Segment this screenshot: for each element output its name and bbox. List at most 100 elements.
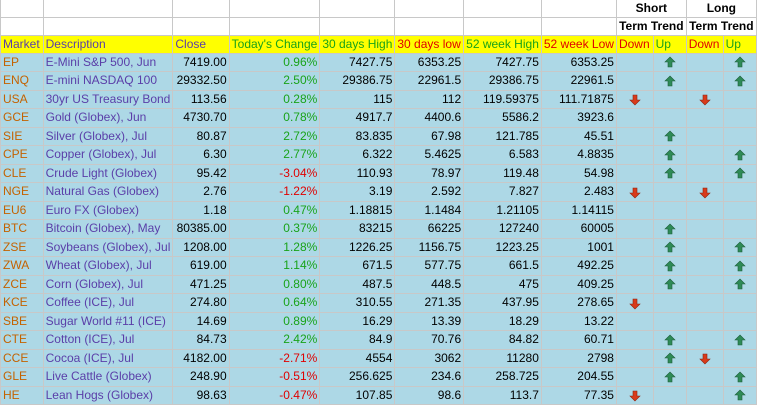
- 30-days-low-cell[interactable]: 98.6: [394, 385, 465, 405]
- 52-week-low-cell[interactable]: 278.65: [540, 293, 617, 313]
- short-term-up-cell[interactable]: [652, 71, 687, 91]
- 30-days-low-cell[interactable]: 22961.5: [394, 71, 465, 91]
- empty-cell[interactable]: [540, 0, 617, 18]
- 52-week-high-cell[interactable]: 11280: [463, 348, 542, 368]
- short-term-down-cell[interactable]: [615, 274, 654, 294]
- description-cell[interactable]: Bitcoin (Globex), May: [42, 219, 174, 239]
- change-cell[interactable]: -3.04%: [228, 163, 321, 183]
- empty-cell[interactable]: [319, 16, 396, 36]
- 30-days-high-cell[interactable]: 671.5: [319, 256, 396, 276]
- long-term-up-cell[interactable]: [722, 52, 757, 72]
- long-term-up-cell[interactable]: [722, 89, 757, 109]
- short-term-down-cell[interactable]: [615, 367, 654, 387]
- short-term-up-cell[interactable]: [652, 52, 687, 72]
- long-term-up-cell[interactable]: [722, 145, 757, 165]
- short-term-up-cell[interactable]: [652, 200, 687, 220]
- long-term-up-cell[interactable]: [722, 256, 757, 276]
- 52-week-low-cell[interactable]: 4.8835: [540, 145, 617, 165]
- long-term-down-cell[interactable]: [685, 311, 724, 331]
- empty-cell[interactable]: [42, 0, 174, 18]
- header-market[interactable]: Market: [0, 34, 44, 54]
- description-cell[interactable]: Copper (Globex), Jul: [42, 145, 174, 165]
- empty-cell[interactable]: [42, 16, 174, 36]
- short-term-up-cell[interactable]: [652, 219, 687, 239]
- 30-days-high-cell[interactable]: 1.18815: [319, 200, 396, 220]
- 52-week-low-cell[interactable]: 204.55: [540, 367, 617, 387]
- description-cell[interactable]: Euro FX (Globex): [42, 200, 174, 220]
- 30-days-high-cell[interactable]: 110.93: [319, 163, 396, 183]
- short-term-down-cell[interactable]: [615, 108, 654, 128]
- market-cell[interactable]: USA: [0, 89, 44, 109]
- 30-days-low-cell[interactable]: 234.6: [394, 367, 465, 387]
- short-term-down-cell[interactable]: [615, 219, 654, 239]
- 30-days-low-cell[interactable]: 5.4625: [394, 145, 465, 165]
- description-cell[interactable]: E-mini NASDAQ 100: [42, 71, 174, 91]
- close-cell[interactable]: 84.73: [172, 330, 230, 350]
- short-term-down-cell[interactable]: [615, 145, 654, 165]
- short-term-up-cell[interactable]: [652, 311, 687, 331]
- 52-week-high-cell[interactable]: 661.5: [463, 256, 542, 276]
- change-cell[interactable]: 0.96%: [228, 52, 321, 72]
- header-close[interactable]: Close: [172, 34, 230, 54]
- long-term-down-cell[interactable]: [685, 219, 724, 239]
- 30-days-high-cell[interactable]: 83215: [319, 219, 396, 239]
- close-cell[interactable]: 248.90: [172, 367, 230, 387]
- short-term-down-cell[interactable]: [615, 71, 654, 91]
- 30-days-high-cell[interactable]: 487.5: [319, 274, 396, 294]
- 30-days-low-cell[interactable]: 13.39: [394, 311, 465, 331]
- short-term-down-cell[interactable]: [615, 182, 654, 202]
- close-cell[interactable]: 95.42: [172, 163, 230, 183]
- short-term-up-cell[interactable]: [652, 274, 687, 294]
- 52-week-high-cell[interactable]: 121.785: [463, 126, 542, 146]
- change-cell[interactable]: -0.51%: [228, 367, 321, 387]
- long-term-down-cell[interactable]: [685, 330, 724, 350]
- 30-days-high-cell[interactable]: 6.322: [319, 145, 396, 165]
- close-cell[interactable]: 80.87: [172, 126, 230, 146]
- 52-week-low-cell[interactable]: 60.71: [540, 330, 617, 350]
- 52-week-high-cell[interactable]: 18.29: [463, 311, 542, 331]
- 52-week-high-cell[interactable]: 127240: [463, 219, 542, 239]
- 30-days-low-cell[interactable]: 1156.75: [394, 237, 465, 257]
- market-cell[interactable]: CCE: [0, 348, 44, 368]
- 52-week-high-cell[interactable]: 1.21105: [463, 200, 542, 220]
- close-cell[interactable]: 1.18: [172, 200, 230, 220]
- empty-cell[interactable]: [394, 0, 465, 18]
- short-term-down-cell[interactable]: [615, 200, 654, 220]
- short-term-down-cell[interactable]: [615, 126, 654, 146]
- description-cell[interactable]: 30yr US Treasury Bond: [42, 89, 174, 109]
- description-cell[interactable]: Corn (Globex), Jul: [42, 274, 174, 294]
- 52-week-low-cell[interactable]: 54.98: [540, 163, 617, 183]
- header-short-up[interactable]: Up: [652, 34, 687, 54]
- empty-cell[interactable]: [0, 0, 44, 18]
- 52-week-high-cell[interactable]: 119.59375: [463, 89, 542, 109]
- empty-cell[interactable]: [0, 16, 44, 36]
- close-cell[interactable]: 4182.00: [172, 348, 230, 368]
- long-term-trend-header-bottom[interactable]: Term Trend: [685, 16, 757, 36]
- short-term-down-cell[interactable]: [615, 163, 654, 183]
- 52-week-high-cell[interactable]: 113.7: [463, 385, 542, 405]
- change-cell[interactable]: 0.37%: [228, 219, 321, 239]
- close-cell[interactable]: 113.56: [172, 89, 230, 109]
- long-term-up-cell[interactable]: [722, 108, 757, 128]
- market-cell[interactable]: BTC: [0, 219, 44, 239]
- long-term-down-cell[interactable]: [685, 256, 724, 276]
- 30-days-high-cell[interactable]: 7427.75: [319, 52, 396, 72]
- 30-days-high-cell[interactable]: 4554: [319, 348, 396, 368]
- long-term-up-cell[interactable]: [722, 293, 757, 313]
- long-term-down-cell[interactable]: [685, 163, 724, 183]
- change-cell[interactable]: 2.77%: [228, 145, 321, 165]
- close-cell[interactable]: 1208.00: [172, 237, 230, 257]
- long-term-down-cell[interactable]: [685, 200, 724, 220]
- header-short-down[interactable]: Down: [615, 34, 654, 54]
- 30-days-low-cell[interactable]: 112: [394, 89, 465, 109]
- 52-week-low-cell[interactable]: 409.25: [540, 274, 617, 294]
- close-cell[interactable]: 80385.00: [172, 219, 230, 239]
- 52-week-low-cell[interactable]: 2798: [540, 348, 617, 368]
- 30-days-high-cell[interactable]: 115: [319, 89, 396, 109]
- close-cell[interactable]: 6.30: [172, 145, 230, 165]
- long-term-down-cell[interactable]: [685, 367, 724, 387]
- header-today-change[interactable]: Today's Change: [228, 34, 321, 54]
- empty-cell[interactable]: [319, 0, 396, 18]
- empty-cell[interactable]: [172, 0, 230, 18]
- long-term-down-cell[interactable]: [685, 182, 724, 202]
